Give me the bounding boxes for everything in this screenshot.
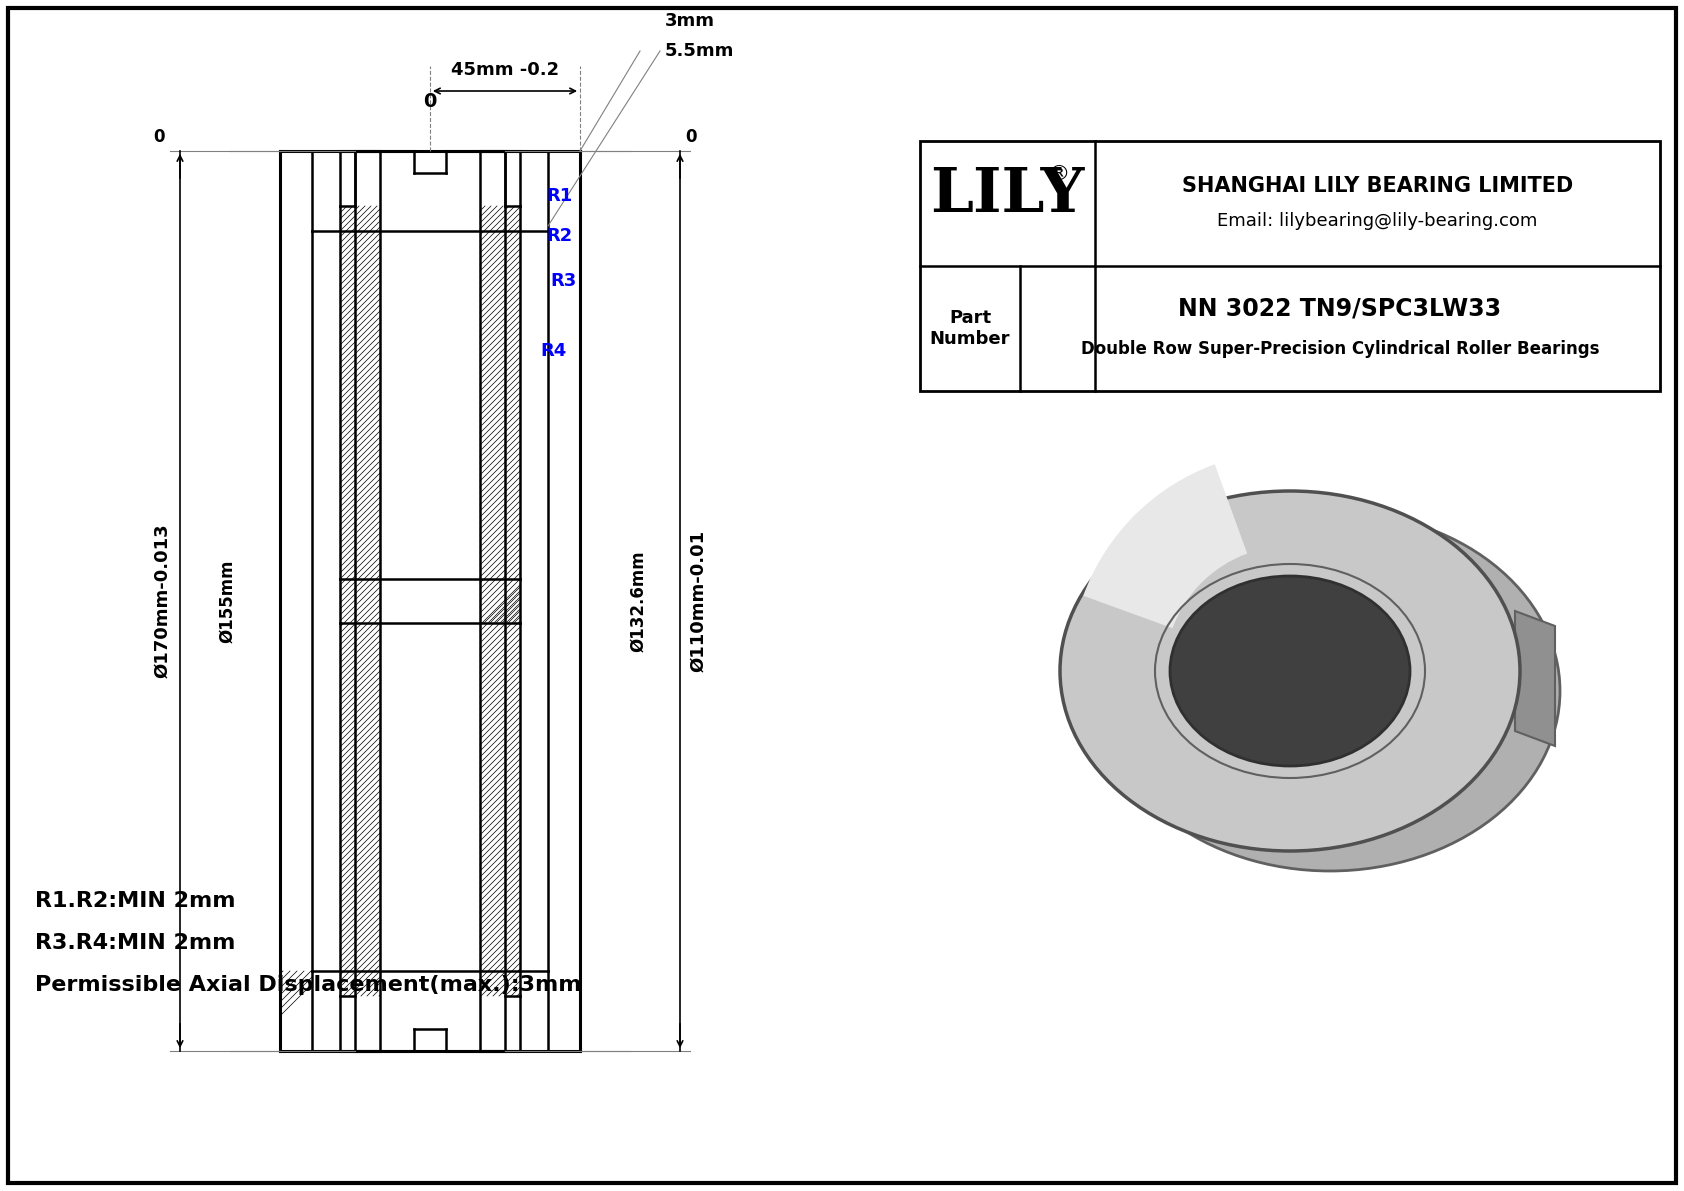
Ellipse shape: [1170, 576, 1410, 766]
Wedge shape: [1083, 464, 1248, 628]
Ellipse shape: [1100, 511, 1559, 871]
Text: LILY: LILY: [930, 166, 1084, 225]
Text: ®: ®: [1049, 163, 1071, 183]
Text: Part
Number: Part Number: [930, 310, 1010, 348]
Text: Ø170mm-0.013: Ø170mm-0.013: [153, 524, 172, 679]
Text: R3: R3: [551, 272, 576, 289]
Text: SHANGHAI LILY BEARING LIMITED: SHANGHAI LILY BEARING LIMITED: [1182, 175, 1573, 195]
Text: Permissible Axial Displacement(max.):3mm: Permissible Axial Displacement(max.):3mm: [35, 975, 581, 994]
Text: Double Row Super-Precision Cylindrical Roller Bearings: Double Row Super-Precision Cylindrical R…: [1081, 339, 1600, 357]
Text: 5.5mm: 5.5mm: [665, 42, 734, 60]
Text: Email: lilybearing@lily-bearing.com: Email: lilybearing@lily-bearing.com: [1218, 212, 1537, 231]
Text: 0: 0: [153, 127, 165, 146]
Text: 0: 0: [685, 127, 697, 146]
Text: R1: R1: [546, 187, 573, 205]
Text: R3.R4:MIN 2mm: R3.R4:MIN 2mm: [35, 933, 236, 953]
Text: NN 3022 TN9/SPC3LW33: NN 3022 TN9/SPC3LW33: [1179, 297, 1502, 320]
Text: R2: R2: [546, 227, 573, 245]
Polygon shape: [1516, 611, 1554, 746]
Ellipse shape: [1059, 491, 1521, 852]
Text: Ø110mm-0.01: Ø110mm-0.01: [689, 530, 707, 672]
Text: R4: R4: [541, 342, 566, 360]
Text: 3mm: 3mm: [665, 12, 716, 30]
Text: Ø155mm: Ø155mm: [217, 560, 236, 643]
Text: Ø132.6mm: Ø132.6mm: [630, 550, 647, 651]
Text: R1.R2:MIN 2mm: R1.R2:MIN 2mm: [35, 891, 236, 911]
Bar: [919, 141, 1660, 391]
Text: 0: 0: [423, 92, 436, 111]
Text: 45mm -0.2: 45mm -0.2: [451, 61, 559, 79]
